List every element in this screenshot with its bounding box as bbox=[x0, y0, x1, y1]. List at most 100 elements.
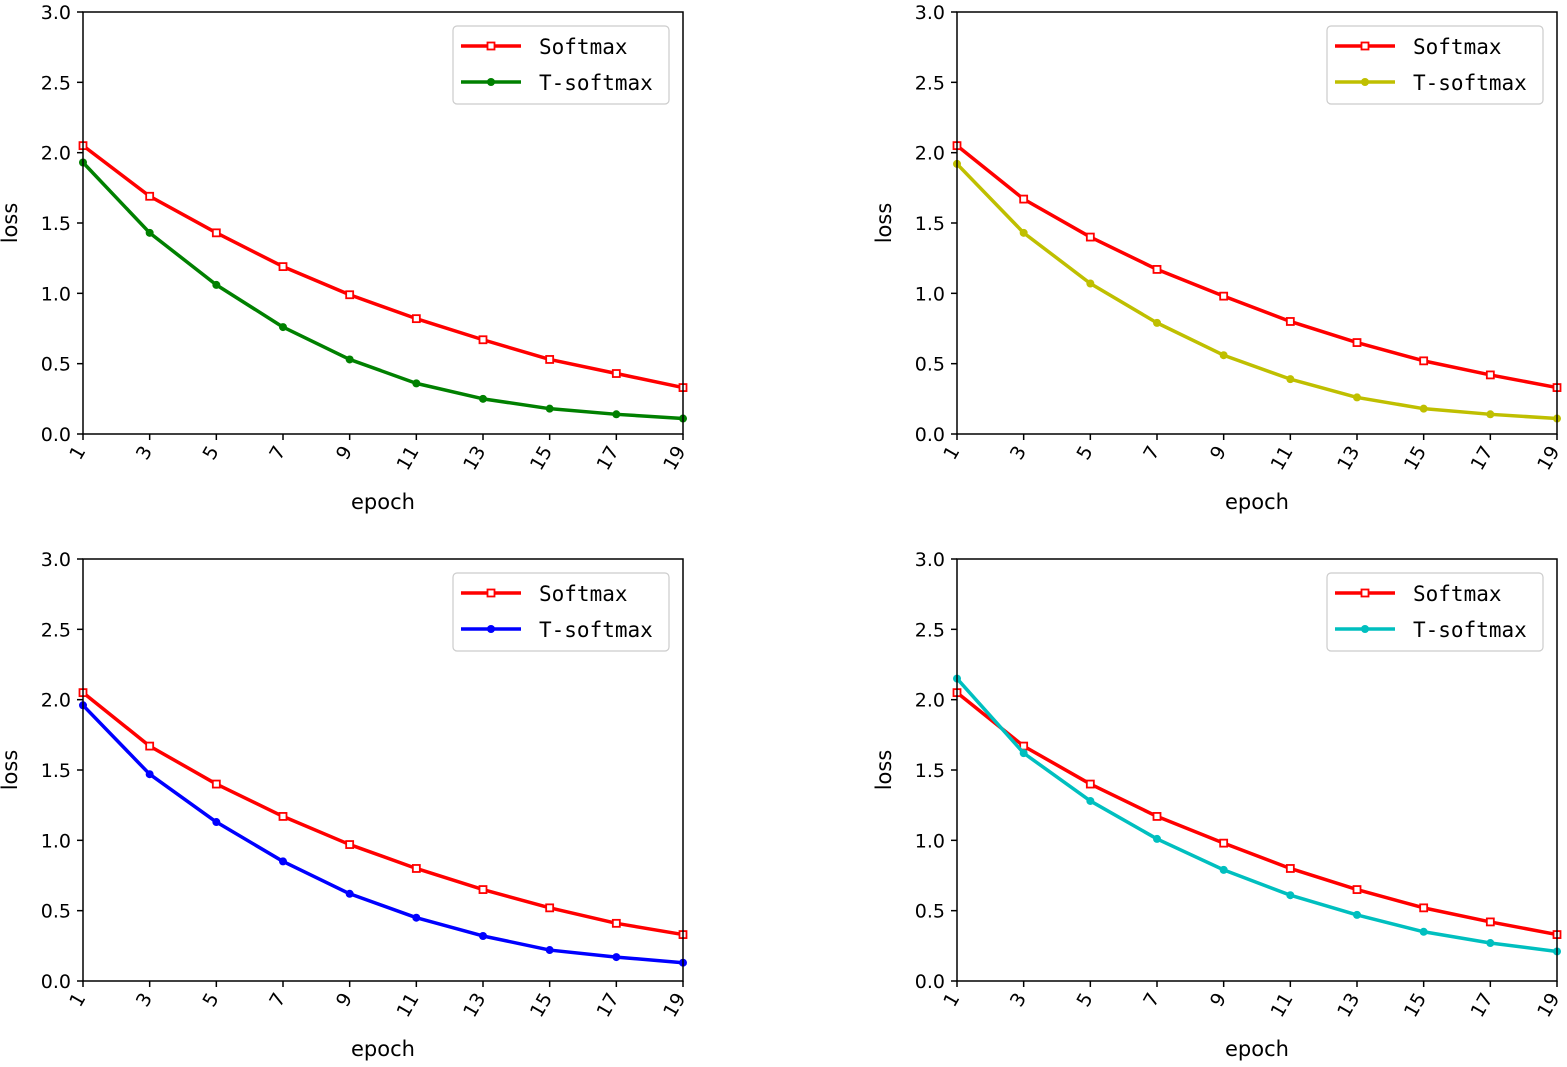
legend-label: Softmax bbox=[539, 35, 628, 59]
x-tick-label: 7 bbox=[265, 442, 290, 463]
data-point bbox=[1285, 864, 1295, 873]
x-tick-label: 15 bbox=[1400, 989, 1431, 1021]
x-tick-label: 3 bbox=[132, 989, 157, 1010]
legend-marker bbox=[1361, 78, 1369, 86]
y-tick-label: 2.0 bbox=[915, 143, 945, 165]
data-point bbox=[145, 228, 154, 237]
x-tick-label: 15 bbox=[1400, 442, 1431, 474]
x-tick-label: 9 bbox=[332, 442, 357, 463]
data-point bbox=[1286, 375, 1295, 384]
legend-label: Softmax bbox=[1413, 35, 1502, 59]
legend-item: T-softmax bbox=[461, 71, 653, 95]
chart-panel-4: 0.00.51.01.52.02.53.01 3 5 7 9 11 13 15 17 19epoc… bbox=[872, 549, 1564, 1061]
x-tick-label: 9 bbox=[1206, 442, 1231, 463]
plot-frame bbox=[82, 558, 684, 982]
data-point bbox=[1086, 796, 1095, 805]
y-tick-label: 0.0 bbox=[41, 971, 71, 993]
y-tick-label: 2.0 bbox=[915, 690, 945, 712]
x-tick-label: 9 bbox=[332, 989, 357, 1010]
legend-item: T-softmax bbox=[1335, 71, 1527, 95]
data-point bbox=[145, 770, 154, 779]
data-point bbox=[1153, 834, 1161, 843]
y-tick-label: 1.5 bbox=[915, 760, 945, 782]
legend-marker bbox=[486, 41, 496, 51]
x-axis-label: epoch bbox=[351, 490, 415, 514]
y-tick-label: 0.5 bbox=[41, 354, 71, 376]
data-point bbox=[1219, 291, 1229, 301]
y-tick-label: 2.0 bbox=[41, 143, 71, 165]
legend-marker bbox=[1360, 41, 1370, 51]
data-point bbox=[1419, 903, 1429, 913]
data-point bbox=[345, 290, 355, 300]
legend: Softmax T-softmax bbox=[1326, 572, 1544, 652]
data-point bbox=[1486, 410, 1495, 419]
y-tick-label: 0.5 bbox=[41, 901, 71, 923]
legend-marker bbox=[486, 588, 496, 598]
legend-marker bbox=[487, 78, 495, 86]
x-tick-label: 19 bbox=[1533, 442, 1564, 474]
legend-label: T-softmax bbox=[539, 71, 653, 95]
data-point bbox=[411, 314, 421, 324]
data-point bbox=[1085, 232, 1095, 242]
series-softmax bbox=[78, 141, 688, 392]
data-point bbox=[412, 913, 421, 922]
data-point bbox=[545, 404, 554, 413]
series-t-softmax bbox=[79, 158, 687, 423]
legend-label: T-softmax bbox=[1413, 71, 1527, 95]
y-tick-label: 0.0 bbox=[41, 424, 71, 446]
legend-label: Softmax bbox=[1413, 582, 1502, 606]
data-point bbox=[279, 857, 287, 866]
x-axis-label: epoch bbox=[1225, 1037, 1289, 1061]
legend-item: Softmax bbox=[461, 35, 628, 59]
chart-panel-2: 0.00.51.01.52.02.53.01 3 5 7 9 11 13 15 17 19epoc… bbox=[872, 2, 1564, 514]
y-tick-label: 2.0 bbox=[41, 690, 71, 712]
data-point bbox=[212, 818, 221, 827]
x-tick-label: 11 bbox=[393, 989, 424, 1021]
data-point bbox=[145, 741, 155, 751]
x-tick-label: 3 bbox=[1006, 989, 1031, 1010]
series-softmax bbox=[952, 688, 1562, 939]
data-point bbox=[1419, 404, 1428, 413]
legend: Softmax T-softmax bbox=[452, 572, 670, 652]
y-tick-label: 3.0 bbox=[41, 2, 71, 24]
series-t-softmax bbox=[953, 674, 1561, 956]
x-tick-label: 13 bbox=[459, 989, 490, 1021]
data-point bbox=[145, 191, 155, 201]
x-tick-label: 3 bbox=[1006, 442, 1031, 463]
data-point bbox=[1486, 939, 1495, 948]
data-point bbox=[1219, 351, 1228, 360]
data-point bbox=[611, 918, 621, 928]
x-tick-label: 5 bbox=[199, 442, 224, 463]
legend-item: Softmax bbox=[1335, 35, 1502, 59]
data-point bbox=[211, 779, 221, 789]
data-point bbox=[1219, 865, 1228, 874]
chart-panel-3: 0.00.51.01.52.02.53.01 3 5 7 9 11 13 15 17 19epoc… bbox=[0, 549, 690, 1061]
series-softmax bbox=[952, 141, 1562, 392]
x-tick-label: 7 bbox=[1139, 442, 1164, 463]
data-point bbox=[1485, 370, 1495, 380]
y-axis-label: loss bbox=[872, 203, 896, 244]
x-tick-label: 19 bbox=[659, 442, 690, 474]
legend-marker bbox=[1360, 588, 1370, 598]
series-line bbox=[81, 161, 684, 421]
data-point bbox=[1285, 317, 1295, 326]
plot-frame bbox=[956, 11, 1558, 435]
data-point bbox=[1019, 194, 1029, 204]
series-line bbox=[955, 144, 1558, 390]
data-point bbox=[611, 369, 621, 378]
x-tick-label: 7 bbox=[1139, 989, 1164, 1010]
y-axis-label: loss bbox=[0, 203, 22, 244]
plot-frame bbox=[956, 558, 1558, 982]
x-tick-label: 11 bbox=[393, 442, 424, 474]
data-point bbox=[545, 946, 554, 955]
x-tick-label: 17 bbox=[1467, 442, 1498, 474]
x-tick-label: 5 bbox=[1073, 989, 1098, 1010]
y-tick-label: 3.0 bbox=[915, 2, 945, 24]
y-tick-label: 1.0 bbox=[41, 283, 71, 305]
y-tick-label: 0.5 bbox=[915, 901, 945, 923]
legend-item: T-softmax bbox=[1335, 618, 1527, 642]
series-t-softmax bbox=[953, 159, 1561, 423]
x-tick-label: 17 bbox=[1467, 989, 1498, 1021]
y-tick-label: 1.0 bbox=[915, 830, 945, 852]
x-tick-label: 5 bbox=[199, 989, 224, 1010]
